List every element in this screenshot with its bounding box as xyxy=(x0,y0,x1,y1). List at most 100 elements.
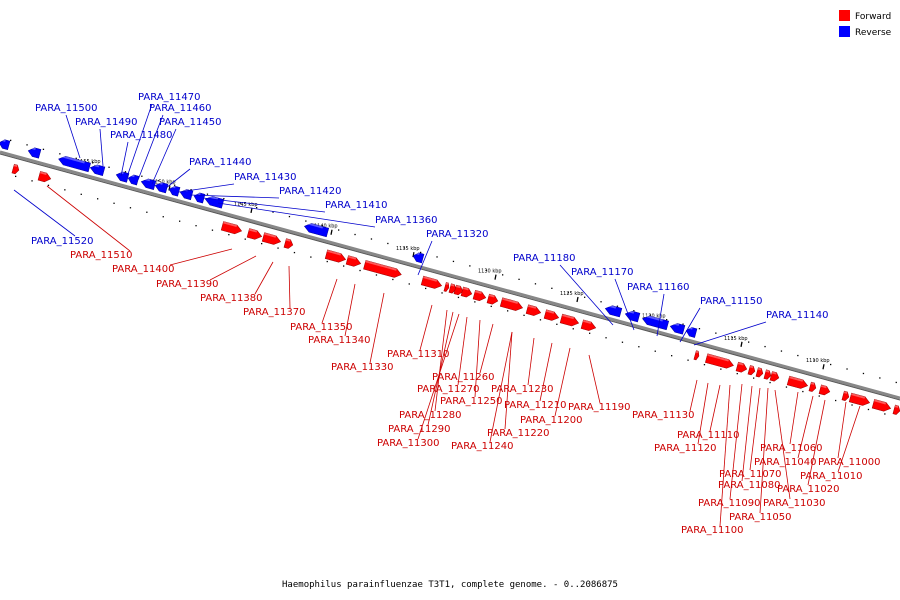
leader-line xyxy=(457,316,468,386)
forward-gene xyxy=(220,221,243,235)
leader-line xyxy=(202,197,326,213)
reverse-gene-label: PARA_11430 xyxy=(234,172,296,183)
minor-tick-lower xyxy=(769,381,771,384)
leader-line xyxy=(697,382,709,445)
minor-tick-upper xyxy=(895,381,897,384)
gene-highlight xyxy=(771,371,777,375)
minor-tick-lower xyxy=(80,193,82,195)
minor-tick-lower xyxy=(490,305,492,308)
gene-highlight xyxy=(765,369,770,373)
minor-tick-upper xyxy=(518,278,520,280)
gene-highlight xyxy=(13,164,18,168)
reverse-gene-label: PARA_11460 xyxy=(149,103,211,114)
minor-tick-upper xyxy=(698,328,701,330)
minor-tick-lower xyxy=(15,175,17,178)
leader-line xyxy=(189,194,280,199)
minor-tick-lower xyxy=(556,323,558,325)
forward-gene-label: PARA_11120 xyxy=(654,443,716,454)
leader-line xyxy=(137,114,164,181)
minor-tick-lower xyxy=(343,265,345,267)
minor-tick-upper xyxy=(354,233,356,236)
reverse-gene-label: PARA_11450 xyxy=(159,117,221,128)
minor-tick-upper xyxy=(813,359,815,361)
gene-highlight xyxy=(28,146,36,151)
forward-gene-label: PARA_11060 xyxy=(760,443,822,454)
forward-gene xyxy=(486,293,499,305)
reverse-gene-label: PARA_11490 xyxy=(75,117,137,128)
gene-highlight xyxy=(561,314,575,320)
minor-tick-upper xyxy=(288,215,291,218)
forward-gene xyxy=(499,297,524,311)
minor-tick-upper xyxy=(633,310,635,312)
minor-tick-lower xyxy=(129,207,132,209)
reverse-gene xyxy=(304,223,330,238)
forward-gene-label: PARA_11290 xyxy=(388,424,450,435)
minor-tick-lower xyxy=(261,242,263,245)
minor-tick-upper xyxy=(879,377,881,379)
legend-reverse-label: Reverse xyxy=(855,28,892,38)
gene-highlight xyxy=(0,138,6,142)
gene-highlight xyxy=(365,260,397,271)
minor-tick-upper xyxy=(682,323,684,325)
forward-gene xyxy=(786,375,809,389)
gene-highlight xyxy=(582,319,592,324)
forward-gene xyxy=(363,260,402,278)
gene-highlight xyxy=(474,290,482,294)
gene-highlight xyxy=(128,173,135,178)
leader-line xyxy=(369,292,385,364)
minor-tick-upper xyxy=(75,157,77,159)
leader-line xyxy=(254,261,274,295)
reverse-gene xyxy=(115,171,130,183)
minor-tick-lower xyxy=(720,368,722,370)
minor-tick-upper xyxy=(141,175,143,177)
forward-gene-label: PARA_11030 xyxy=(763,498,825,509)
tick-label: 1150 kbp xyxy=(152,179,176,185)
minor-tick-lower xyxy=(375,274,378,276)
leader-line xyxy=(169,248,233,266)
gene-highlight xyxy=(686,326,693,330)
minor-tick-lower xyxy=(113,202,115,204)
tick-mark xyxy=(494,274,497,280)
forward-gene-label: PARA_11340 xyxy=(308,335,370,346)
forward-gene xyxy=(448,283,457,294)
forward-gene-label: PARA_11080 xyxy=(718,480,780,491)
minor-tick-upper xyxy=(616,305,619,307)
gene-highlight xyxy=(423,276,438,282)
leader-line xyxy=(13,189,76,237)
minor-tick-upper xyxy=(370,238,373,240)
forward-gene-label: PARA_11200 xyxy=(520,415,582,426)
minor-tick-upper xyxy=(551,287,553,289)
forward-gene xyxy=(769,371,780,382)
gene-highlight xyxy=(116,170,124,175)
reverse-gene xyxy=(642,315,670,331)
forward-gene-label: PARA_11040 xyxy=(754,457,816,468)
genome-backbone xyxy=(0,150,900,401)
forward-gene-label: PARA_11000 xyxy=(818,457,880,468)
minor-tick-lower xyxy=(638,346,640,348)
forward-gene-label: PARA_11270 xyxy=(417,384,479,395)
gene-highlight xyxy=(263,232,277,238)
leader-line xyxy=(427,311,454,426)
gene-highlight xyxy=(851,393,866,399)
forward-gene xyxy=(747,365,756,376)
gene-highlight xyxy=(169,184,176,189)
reverse-gene-label: PARA_11420 xyxy=(279,186,341,197)
forward-gene-label: PARA_11280 xyxy=(399,410,461,421)
minor-tick-lower xyxy=(572,328,574,330)
minor-tick-upper xyxy=(403,247,405,249)
leader-line xyxy=(749,387,761,471)
gene-highlight xyxy=(843,391,848,394)
forward-gene xyxy=(460,286,473,298)
minor-tick-upper xyxy=(567,292,569,294)
leader-line xyxy=(99,128,104,167)
minor-tick-upper xyxy=(157,180,159,182)
forward-gene xyxy=(453,284,464,296)
forward-gene-label: PARA_11510 xyxy=(70,250,132,261)
leader-line xyxy=(126,103,153,178)
minor-tick-upper xyxy=(469,265,471,267)
forward-gene-label: PARA_11230 xyxy=(491,384,553,395)
forward-gene xyxy=(261,232,282,245)
minor-tick-upper xyxy=(830,363,832,366)
leader-line xyxy=(789,391,799,445)
forward-gene xyxy=(525,304,542,316)
